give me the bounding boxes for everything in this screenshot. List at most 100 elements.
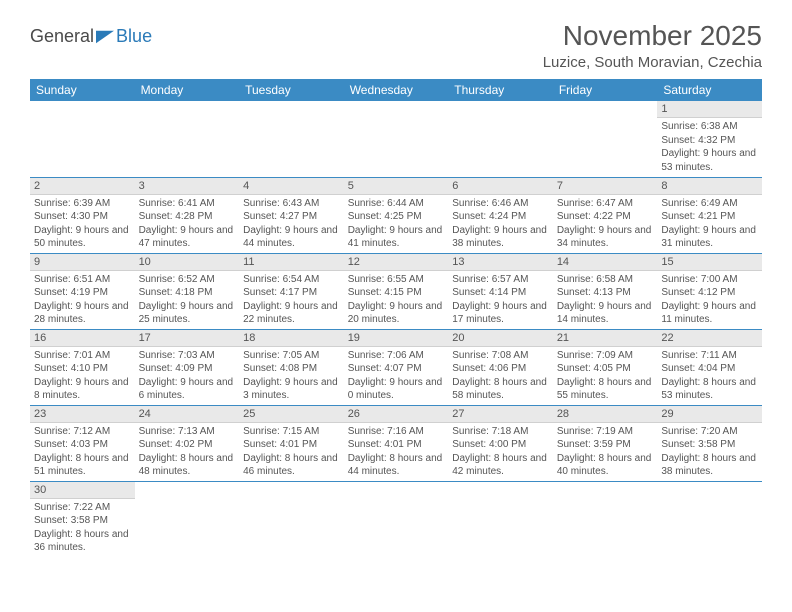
day-number: 24 (135, 406, 240, 423)
calendar-cell: 16Sunrise: 7:01 AMSunset: 4:10 PMDayligh… (30, 329, 135, 405)
day-number: 1 (657, 101, 762, 118)
day-content: Sunrise: 7:20 AMSunset: 3:58 PMDaylight:… (657, 423, 762, 481)
day-number: 3 (135, 178, 240, 195)
day-content: Sunrise: 6:41 AMSunset: 4:28 PMDaylight:… (135, 195, 240, 253)
calendar-cell: 5Sunrise: 6:44 AMSunset: 4:25 PMDaylight… (344, 177, 449, 253)
calendar-cell: 2Sunrise: 6:39 AMSunset: 4:30 PMDaylight… (30, 177, 135, 253)
day-number: 19 (344, 330, 449, 347)
day-content: Sunrise: 7:22 AMSunset: 3:58 PMDaylight:… (30, 499, 135, 557)
day-content: Sunrise: 7:16 AMSunset: 4:01 PMDaylight:… (344, 423, 449, 481)
calendar-cell (135, 481, 240, 557)
day-number: 17 (135, 330, 240, 347)
calendar-cell: 13Sunrise: 6:57 AMSunset: 4:14 PMDayligh… (448, 253, 553, 329)
day-content: Sunrise: 6:39 AMSunset: 4:30 PMDaylight:… (30, 195, 135, 253)
day-content: Sunrise: 7:11 AMSunset: 4:04 PMDaylight:… (657, 347, 762, 405)
calendar-cell: 20Sunrise: 7:08 AMSunset: 4:06 PMDayligh… (448, 329, 553, 405)
day-number: 25 (239, 406, 344, 423)
day-number: 7 (553, 178, 658, 195)
day-content: Sunrise: 6:57 AMSunset: 4:14 PMDaylight:… (448, 271, 553, 329)
calendar-header: SundayMondayTuesdayWednesdayThursdayFrid… (30, 79, 762, 101)
calendar-table: SundayMondayTuesdayWednesdayThursdayFrid… (30, 79, 762, 557)
weekday-header: Friday (553, 79, 658, 101)
title-block: November 2025 Luzice, South Moravian, Cz… (543, 20, 762, 71)
weekday-header: Saturday (657, 79, 762, 101)
calendar-cell (553, 481, 658, 557)
day-content: Sunrise: 7:06 AMSunset: 4:07 PMDaylight:… (344, 347, 449, 405)
day-content: Sunrise: 7:19 AMSunset: 3:59 PMDaylight:… (553, 423, 658, 481)
day-number: 5 (344, 178, 449, 195)
calendar-cell (135, 101, 240, 177)
calendar-cell: 8Sunrise: 6:49 AMSunset: 4:21 PMDaylight… (657, 177, 762, 253)
calendar-cell: 19Sunrise: 7:06 AMSunset: 4:07 PMDayligh… (344, 329, 449, 405)
day-number: 10 (135, 254, 240, 271)
day-number: 23 (30, 406, 135, 423)
day-content: Sunrise: 7:03 AMSunset: 4:09 PMDaylight:… (135, 347, 240, 405)
day-content: Sunrise: 7:09 AMSunset: 4:05 PMDaylight:… (553, 347, 658, 405)
day-number: 13 (448, 254, 553, 271)
day-content: Sunrise: 7:05 AMSunset: 4:08 PMDaylight:… (239, 347, 344, 405)
calendar-cell: 21Sunrise: 7:09 AMSunset: 4:05 PMDayligh… (553, 329, 658, 405)
calendar-cell: 11Sunrise: 6:54 AMSunset: 4:17 PMDayligh… (239, 253, 344, 329)
day-number: 4 (239, 178, 344, 195)
weekday-header: Thursday (448, 79, 553, 101)
day-content: Sunrise: 7:08 AMSunset: 4:06 PMDaylight:… (448, 347, 553, 405)
day-number: 6 (448, 178, 553, 195)
calendar-cell (344, 101, 449, 177)
calendar-cell: 7Sunrise: 6:47 AMSunset: 4:22 PMDaylight… (553, 177, 658, 253)
logo: General Blue (30, 26, 152, 47)
day-content: Sunrise: 6:54 AMSunset: 4:17 PMDaylight:… (239, 271, 344, 329)
calendar-cell: 27Sunrise: 7:18 AMSunset: 4:00 PMDayligh… (448, 405, 553, 481)
calendar-cell (30, 101, 135, 177)
calendar-cell (448, 481, 553, 557)
day-number: 30 (30, 482, 135, 499)
calendar-cell: 9Sunrise: 6:51 AMSunset: 4:19 PMDaylight… (30, 253, 135, 329)
calendar-cell: 17Sunrise: 7:03 AMSunset: 4:09 PMDayligh… (135, 329, 240, 405)
day-content: Sunrise: 6:44 AMSunset: 4:25 PMDaylight:… (344, 195, 449, 253)
calendar-cell (239, 101, 344, 177)
day-content: Sunrise: 6:58 AMSunset: 4:13 PMDaylight:… (553, 271, 658, 329)
day-content: Sunrise: 7:01 AMSunset: 4:10 PMDaylight:… (30, 347, 135, 405)
day-number: 29 (657, 406, 762, 423)
day-content: Sunrise: 6:47 AMSunset: 4:22 PMDaylight:… (553, 195, 658, 253)
day-number: 15 (657, 254, 762, 271)
calendar-cell: 28Sunrise: 7:19 AMSunset: 3:59 PMDayligh… (553, 405, 658, 481)
day-content: Sunrise: 6:38 AMSunset: 4:32 PMDaylight:… (657, 118, 762, 176)
calendar-cell (239, 481, 344, 557)
day-number: 22 (657, 330, 762, 347)
day-number: 8 (657, 178, 762, 195)
day-content: Sunrise: 7:13 AMSunset: 4:02 PMDaylight:… (135, 423, 240, 481)
day-number: 28 (553, 406, 658, 423)
day-number: 12 (344, 254, 449, 271)
day-content: Sunrise: 7:12 AMSunset: 4:03 PMDaylight:… (30, 423, 135, 481)
day-number: 16 (30, 330, 135, 347)
month-title: November 2025 (543, 20, 762, 52)
day-number: 11 (239, 254, 344, 271)
calendar-cell (553, 101, 658, 177)
day-number: 26 (344, 406, 449, 423)
location: Luzice, South Moravian, Czechia (543, 54, 762, 71)
calendar-cell: 12Sunrise: 6:55 AMSunset: 4:15 PMDayligh… (344, 253, 449, 329)
day-content: Sunrise: 7:18 AMSunset: 4:00 PMDaylight:… (448, 423, 553, 481)
calendar-cell (657, 481, 762, 557)
calendar-cell: 29Sunrise: 7:20 AMSunset: 3:58 PMDayligh… (657, 405, 762, 481)
logo-text-general: General (30, 26, 94, 47)
day-number: 9 (30, 254, 135, 271)
weekday-header: Wednesday (344, 79, 449, 101)
day-content: Sunrise: 6:51 AMSunset: 4:19 PMDaylight:… (30, 271, 135, 329)
calendar-cell: 26Sunrise: 7:16 AMSunset: 4:01 PMDayligh… (344, 405, 449, 481)
calendar-cell: 3Sunrise: 6:41 AMSunset: 4:28 PMDaylight… (135, 177, 240, 253)
calendar-cell: 6Sunrise: 6:46 AMSunset: 4:24 PMDaylight… (448, 177, 553, 253)
day-number: 18 (239, 330, 344, 347)
calendar-cell: 14Sunrise: 6:58 AMSunset: 4:13 PMDayligh… (553, 253, 658, 329)
weekday-header: Sunday (30, 79, 135, 101)
calendar-cell: 30Sunrise: 7:22 AMSunset: 3:58 PMDayligh… (30, 481, 135, 557)
header: General Blue November 2025 Luzice, South… (30, 20, 762, 71)
calendar-cell (448, 101, 553, 177)
calendar-cell: 1Sunrise: 6:38 AMSunset: 4:32 PMDaylight… (657, 101, 762, 177)
calendar-cell: 10Sunrise: 6:52 AMSunset: 4:18 PMDayligh… (135, 253, 240, 329)
flag-icon (96, 30, 114, 44)
day-content: Sunrise: 7:00 AMSunset: 4:12 PMDaylight:… (657, 271, 762, 329)
calendar-cell: 18Sunrise: 7:05 AMSunset: 4:08 PMDayligh… (239, 329, 344, 405)
calendar-cell: 24Sunrise: 7:13 AMSunset: 4:02 PMDayligh… (135, 405, 240, 481)
day-number: 21 (553, 330, 658, 347)
